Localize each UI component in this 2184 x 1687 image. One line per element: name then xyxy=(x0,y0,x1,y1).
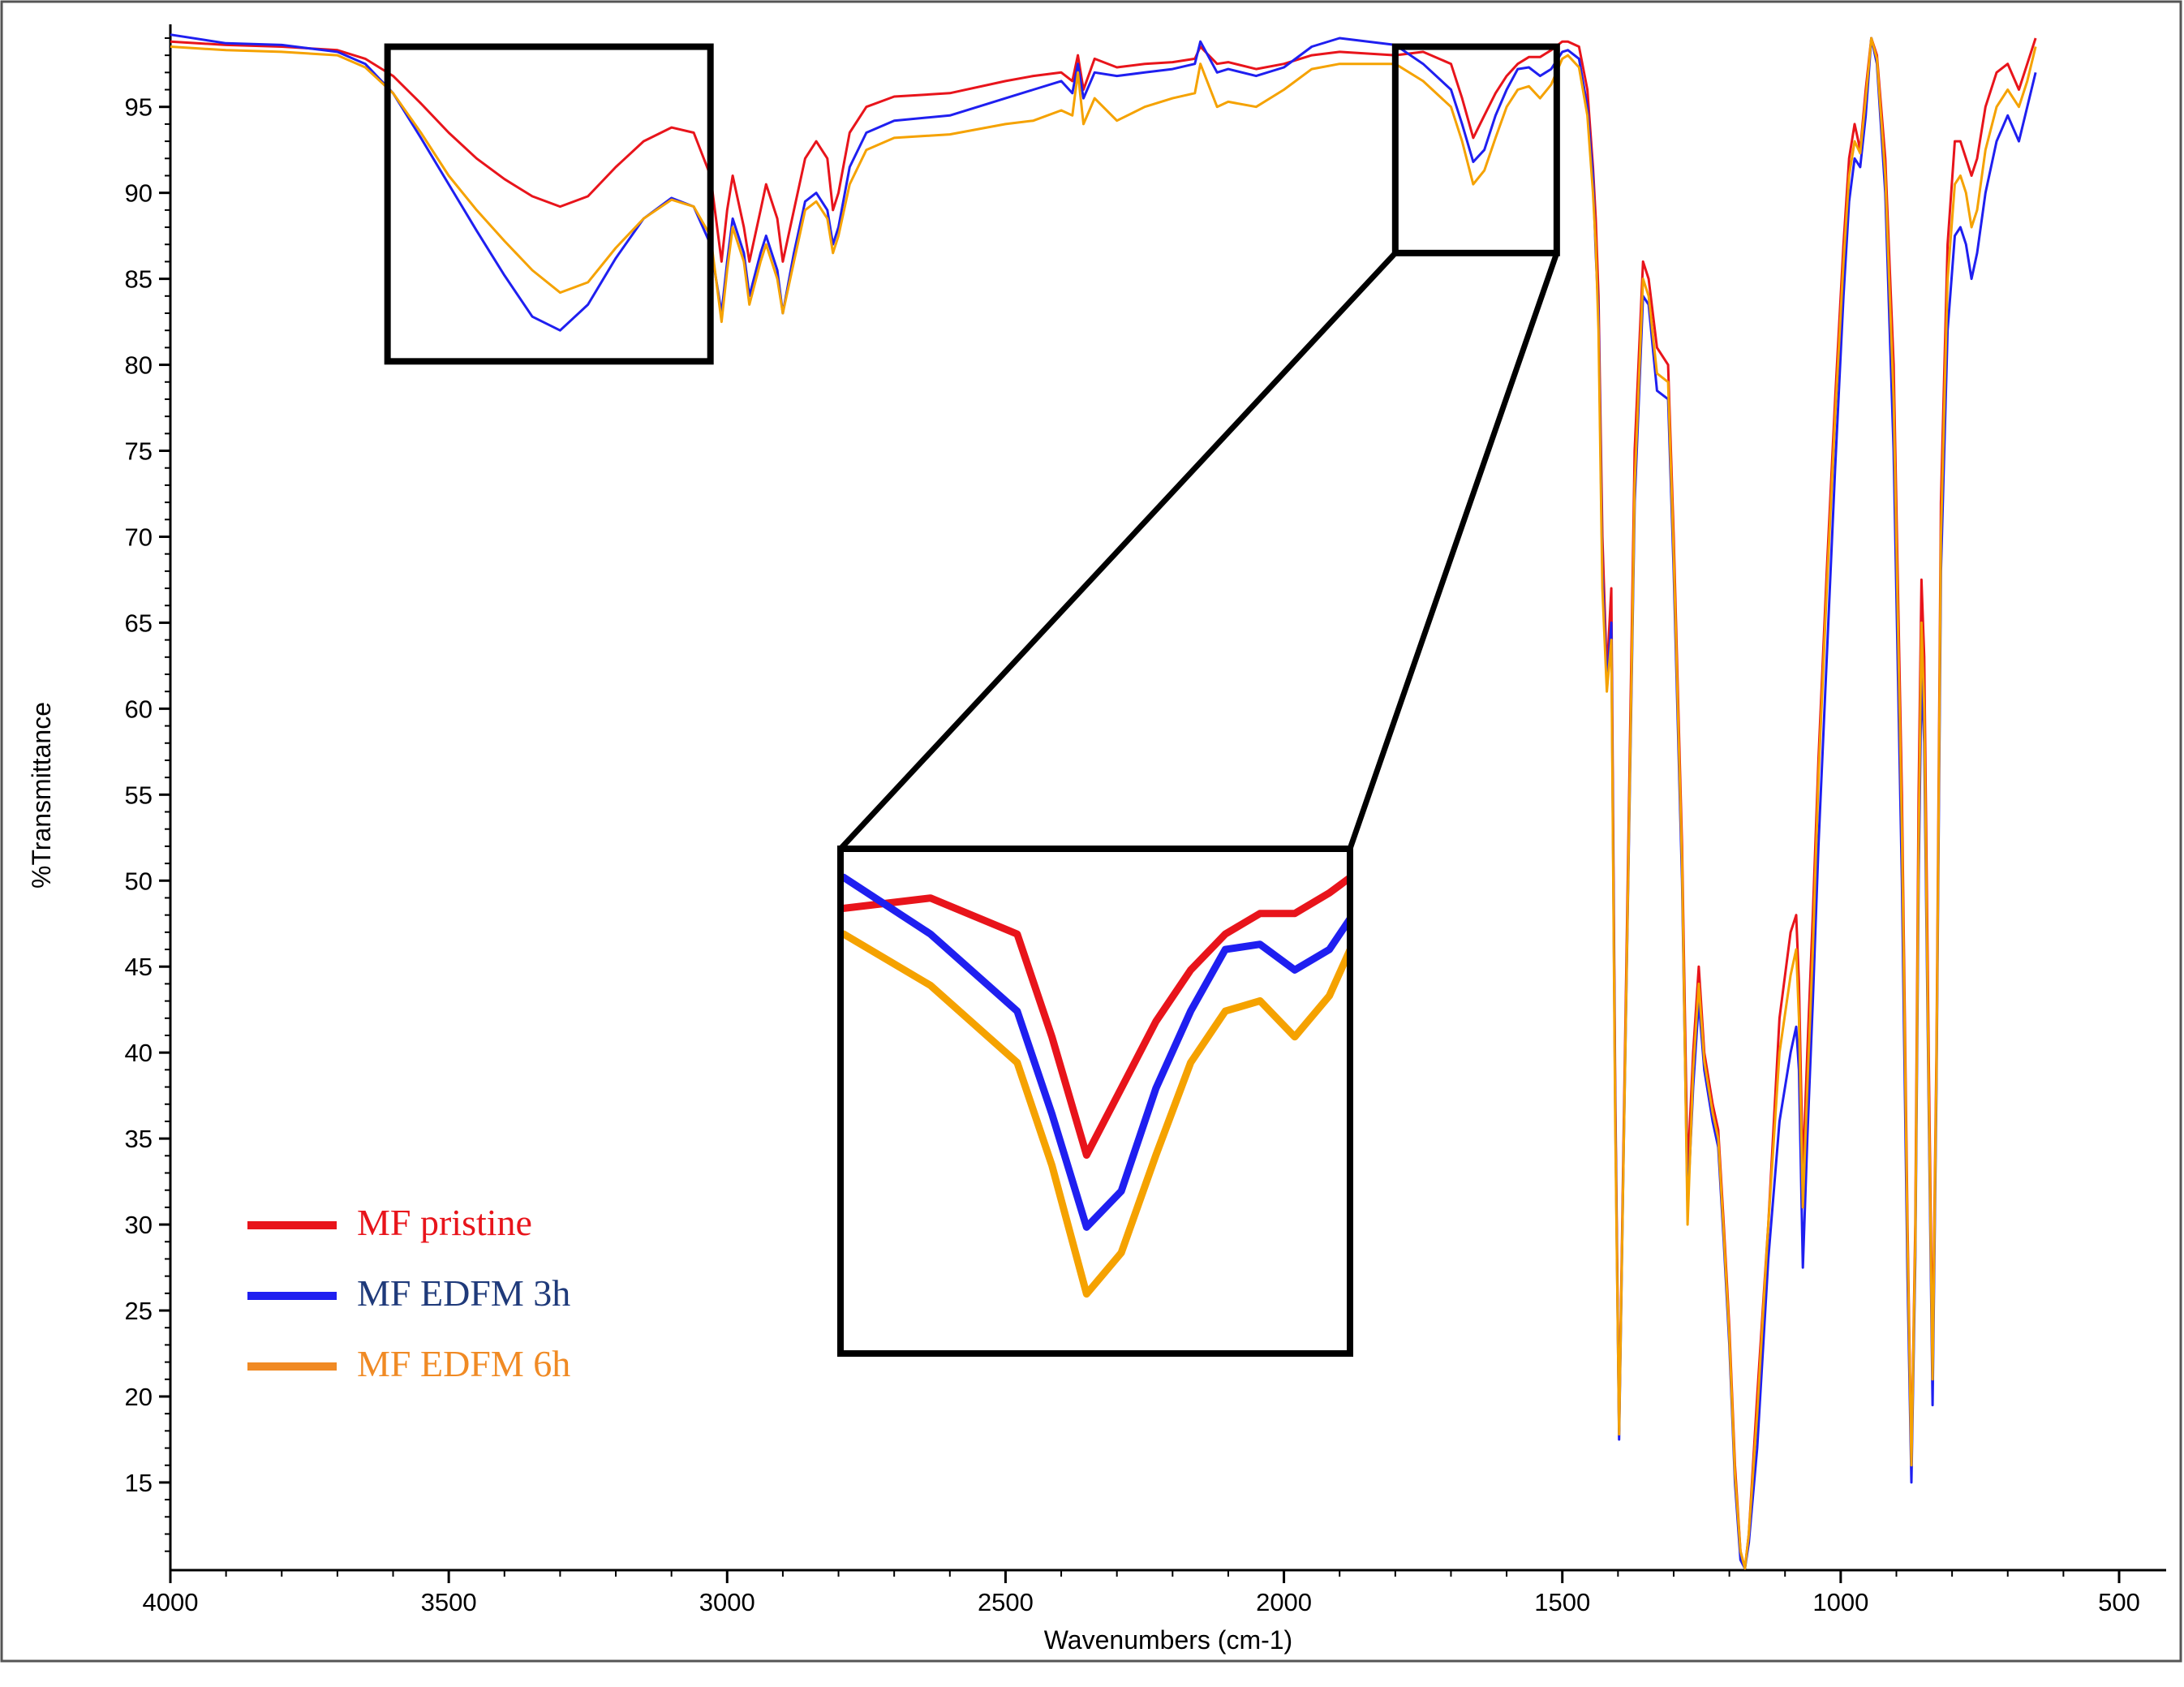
series-layer xyxy=(170,33,2037,1570)
legend-label-mf-edfm-6h: MF EDFM 6h xyxy=(357,1343,570,1384)
y-axis-title: %Transmittance xyxy=(27,702,56,889)
y-tick-label: 75 xyxy=(125,437,153,466)
zoom-region-box xyxy=(1391,43,1560,256)
y-tick-label: 15 xyxy=(125,1469,153,1497)
x-ticks: 4000 3500 3000 2500 2000 1500 1000 500 xyxy=(143,1570,2140,1616)
x-tick-label: 3000 xyxy=(699,1588,755,1616)
x-tick-label: 2000 xyxy=(1256,1588,1312,1616)
y-tick-label: 25 xyxy=(125,1297,153,1325)
plot-axes xyxy=(169,24,2166,1572)
inset-series-mf-edfm-3h xyxy=(840,873,1350,1231)
x-tick-label: 4000 xyxy=(143,1588,199,1616)
inset-curves xyxy=(840,872,1350,1298)
y-tick-label: 70 xyxy=(125,523,153,551)
zoom-connector-right xyxy=(1347,252,1560,850)
y-tick-label: 30 xyxy=(125,1211,153,1239)
x-tick-label: 1000 xyxy=(1812,1588,1868,1616)
y-tick-label: 50 xyxy=(125,867,153,895)
y-tick-label: 35 xyxy=(125,1125,153,1153)
zoom-callouts xyxy=(384,43,1560,365)
zoom-connector-left xyxy=(838,251,1398,851)
zoom-region-box xyxy=(384,43,714,365)
legend-label-mf-pristine: MF pristine xyxy=(357,1202,532,1243)
legend-label-mf-edfm-3h: MF EDFM 3h xyxy=(357,1272,570,1314)
y-tick-label: 95 xyxy=(125,93,153,122)
y-tick-label: 55 xyxy=(125,781,153,809)
y-tick-label: 65 xyxy=(125,609,153,637)
x-tick-label: 1500 xyxy=(1534,1588,1590,1616)
y-tick-label: 85 xyxy=(125,265,153,294)
x-tick-label: 500 xyxy=(2098,1588,2140,1616)
y-ticks: 15 20 25 30 35 40 45 50 55 60 65 70 75 80 85 90 95 xyxy=(125,37,170,1552)
x-axis-title: Wavenumbers (cm-1) xyxy=(1044,1625,1292,1655)
inset-series-mf-edfm-6h xyxy=(840,930,1350,1298)
inset-series-mf-pristine xyxy=(840,872,1350,1159)
legend: MF pristine MF EDFM 3h MF EDFM 6h xyxy=(247,1202,570,1384)
zoom-inset xyxy=(837,251,1560,1357)
x-tick-label: 2500 xyxy=(978,1588,1034,1616)
y-tick-label: 60 xyxy=(125,695,153,723)
y-tick-label: 80 xyxy=(125,351,153,380)
x-tick-label: 3500 xyxy=(421,1588,477,1616)
y-tick-label: 20 xyxy=(125,1383,153,1411)
inset-frame xyxy=(837,846,1353,1357)
y-tick-label: 90 xyxy=(125,179,153,208)
y-tick-label: 45 xyxy=(125,953,153,981)
series-line-mf-edfm-6h xyxy=(170,37,2037,1570)
y-tick-label: 40 xyxy=(125,1039,153,1067)
